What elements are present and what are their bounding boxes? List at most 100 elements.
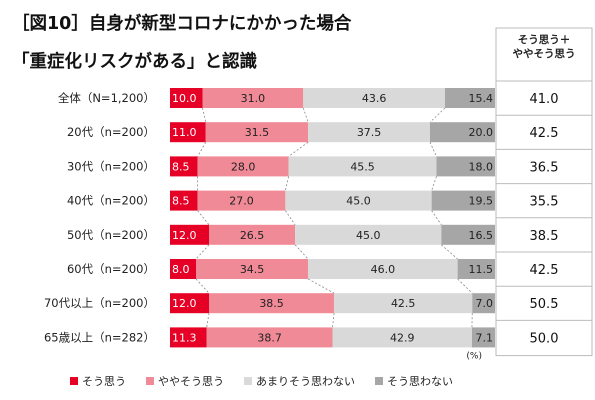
category-label: 20代（n=200） — [67, 125, 155, 139]
bar-segment — [444, 88, 495, 108]
category-label: 30代（n=200） — [67, 159, 155, 173]
data-label: 37.5 — [357, 126, 382, 139]
bar-segment — [332, 327, 472, 348]
bar-segment — [430, 122, 495, 143]
bar-segment — [170, 224, 209, 245]
summary-header-line2: ややそう思う — [512, 48, 576, 60]
bar-segment — [457, 259, 495, 279]
data-label: 8.5 — [172, 195, 190, 208]
data-label: 38.5 — [259, 297, 284, 310]
data-label: 38.7 — [257, 331, 282, 344]
connector-line — [206, 313, 210, 328]
bar-segment — [206, 327, 333, 348]
legend-swatch — [244, 377, 252, 385]
bar-segment — [303, 88, 445, 108]
data-label: 28.0 — [231, 160, 256, 173]
connector-line — [332, 313, 335, 328]
bar-segment — [285, 190, 432, 211]
connector-line — [288, 141, 309, 157]
data-label: 31.0 — [241, 92, 266, 105]
data-label: 45.5 — [350, 160, 375, 173]
data-label: 12.0 — [172, 229, 197, 242]
connector-line — [429, 107, 446, 123]
bar-segment — [209, 293, 335, 314]
bar-segment — [471, 327, 495, 348]
bar-segment — [308, 259, 458, 279]
legend-swatch — [146, 377, 154, 385]
bar-segment — [472, 293, 495, 314]
summary-value: 50.5 — [530, 297, 559, 312]
bar-segment — [441, 224, 495, 245]
data-label: 34.5 — [240, 263, 265, 276]
bar-segment — [431, 190, 495, 211]
legend-swatch — [375, 377, 383, 385]
data-label: 16.5 — [469, 229, 494, 242]
bar-segment — [170, 122, 206, 143]
legend-label: そう思わない — [387, 375, 453, 388]
data-label: 11.5 — [469, 263, 494, 276]
connector-line — [457, 278, 473, 294]
summary-header-line1: そう思う＋ — [517, 34, 571, 46]
bar-segment — [334, 293, 473, 314]
data-label: 10.0 — [172, 92, 197, 105]
bar-segment — [288, 156, 437, 177]
bar-segment — [170, 327, 207, 348]
bar-segment — [202, 88, 304, 108]
connector-line — [195, 244, 210, 260]
summary-column-frame — [495, 27, 593, 357]
legend-item: ややそう思う — [146, 373, 224, 389]
data-label: 31.5 — [245, 126, 270, 139]
connector-line — [285, 210, 296, 226]
category-label: 全体（N=1,200） — [58, 91, 155, 105]
chart-title-line1: ［図10］自身が新型コロナにかかった場合 — [12, 14, 352, 34]
connector-line — [431, 176, 437, 191]
bar-segment — [295, 224, 442, 245]
bar-segment — [209, 224, 296, 245]
unit-label: (%) — [466, 351, 482, 361]
data-label: 7.1 — [476, 331, 494, 344]
data-label: 20.0 — [469, 126, 494, 139]
data-label: 42.5 — [391, 297, 416, 310]
summary-value: 36.5 — [530, 160, 559, 175]
bar-segment — [197, 156, 289, 177]
data-label: 15.4 — [469, 92, 494, 105]
legend-item: あまりそう思わない — [244, 373, 355, 389]
connector-line — [197, 210, 210, 226]
bar-segment — [170, 156, 198, 177]
connector-line — [431, 210, 442, 226]
legend-swatch — [70, 377, 78, 385]
data-label: 18.0 — [469, 160, 494, 173]
data-label: 42.9 — [390, 331, 415, 344]
data-label: 7.0 — [476, 297, 494, 310]
data-label: 26.5 — [240, 229, 265, 242]
summary-value: 38.5 — [530, 229, 559, 244]
legend-item: そう思わない — [375, 373, 453, 389]
data-label: 8.5 — [172, 160, 190, 173]
data-label: 45.0 — [356, 229, 381, 242]
summary-value: 41.0 — [530, 92, 559, 107]
category-label: 60代（n=200） — [67, 262, 155, 276]
data-label: 11.3 — [172, 331, 197, 344]
bar-segment — [170, 259, 196, 279]
chart-legend: そう思う ややそう思う あまりそう思わない そう思わない — [70, 373, 453, 389]
data-label: 19.5 — [469, 195, 494, 208]
data-label: 45.0 — [346, 195, 371, 208]
connector-line — [307, 278, 335, 294]
connector-line — [202, 107, 207, 123]
legend-item: そう思う — [70, 373, 126, 389]
connector-line — [429, 142, 437, 157]
summary-value: 42.5 — [530, 263, 559, 278]
connector-line — [195, 278, 210, 294]
summary-value: 35.5 — [530, 195, 559, 210]
bar-segment — [170, 190, 198, 211]
legend-label: あまりそう思わない — [256, 375, 355, 388]
summary-value: 42.5 — [530, 126, 559, 141]
connector-line — [284, 176, 290, 191]
category-label: 70代以上（n=200） — [44, 296, 155, 310]
bar-segment — [170, 293, 209, 314]
summary-value: 50.0 — [530, 331, 559, 346]
connector-line — [294, 244, 309, 260]
legend-label: ややそう思う — [158, 375, 224, 388]
bar-segment — [205, 122, 309, 143]
